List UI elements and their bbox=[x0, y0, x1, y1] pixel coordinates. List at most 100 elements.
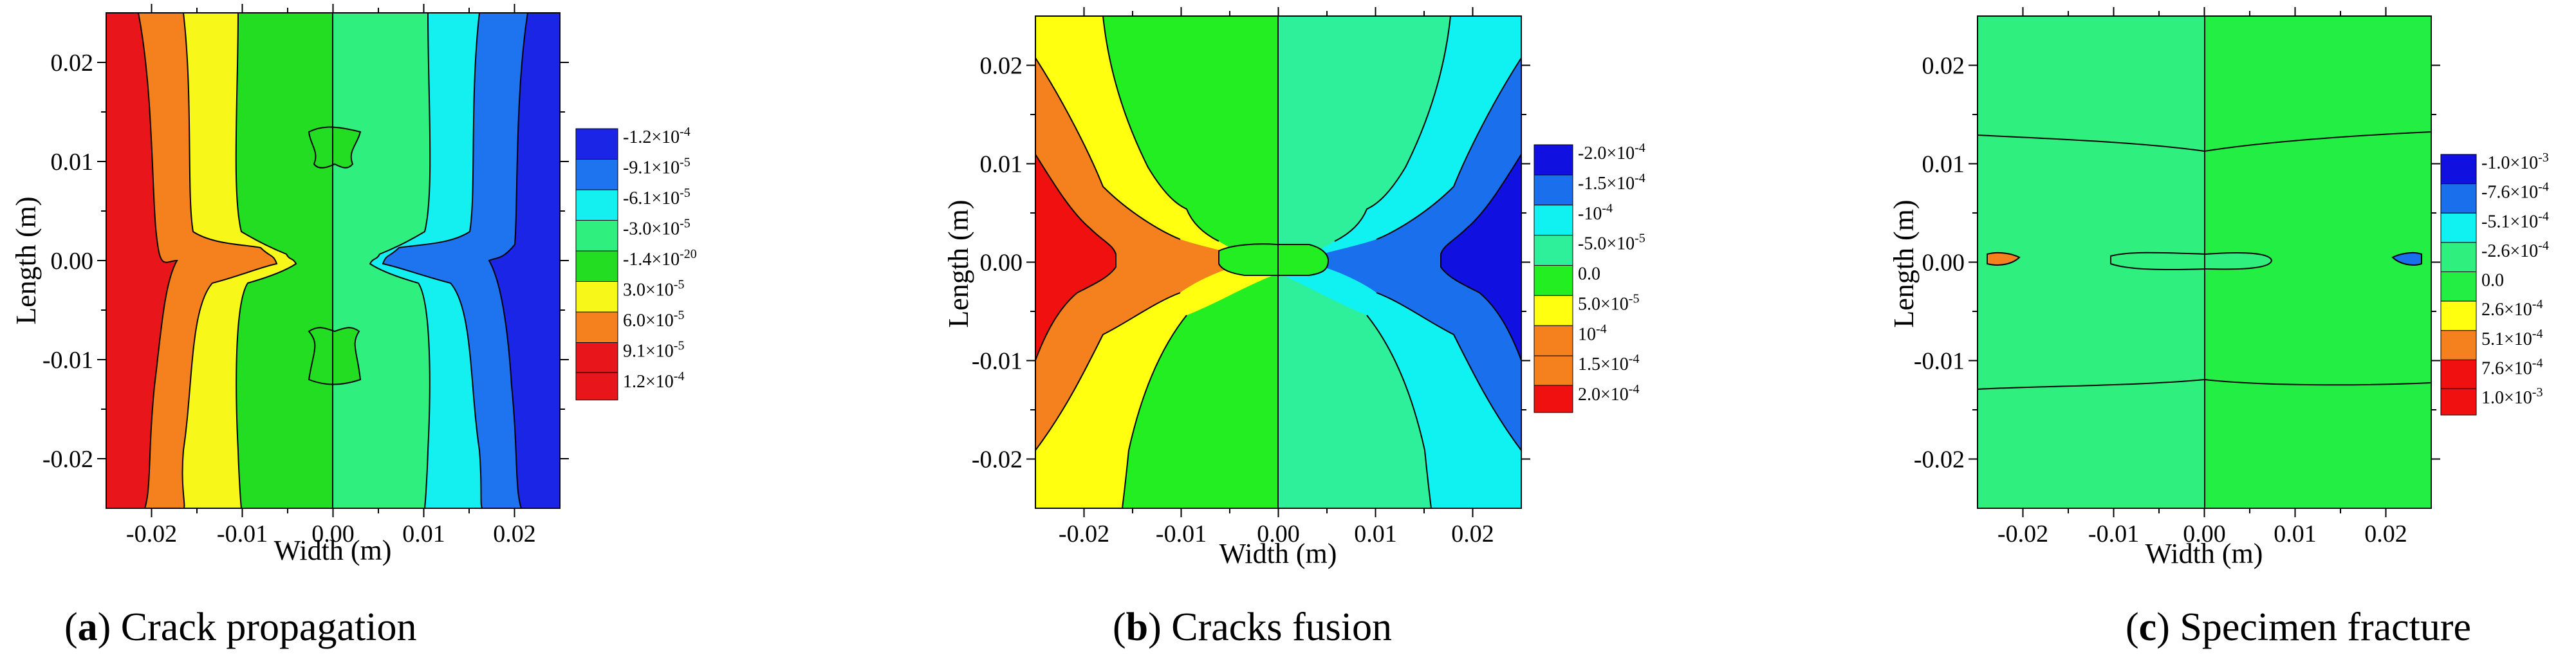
band-mid-blue-right bbox=[1312, 58, 1521, 450]
legend-swatch bbox=[575, 159, 618, 190]
x-tick-label: -0.01 bbox=[217, 520, 268, 547]
legend-label: -1.4×10-20 bbox=[623, 247, 697, 270]
legend-label: -7.6×10-4 bbox=[2481, 180, 2549, 203]
legend-swatch bbox=[2440, 183, 2477, 214]
contour-plot-c: -0.02 -0.01 0.00 0.01 0.02 0.02 0.01 0.00 -0.01 -… bbox=[1888, 7, 2549, 649]
crack-blob-lower bbox=[308, 327, 362, 385]
legend-label: 5.0×10-5 bbox=[1578, 291, 1639, 314]
x-tick-label: 0.00 bbox=[311, 520, 355, 547]
x-axis-label: Width (m) bbox=[2145, 538, 2263, 569]
axes-b: -0.02 -0.01 0.00 0.01 0.02 0.02 0.01 0.00 -0.01 -… bbox=[943, 7, 1530, 569]
y-tick-label: -0.02 bbox=[1914, 446, 1965, 474]
legend-swatch bbox=[2440, 359, 2477, 390]
y-tick-label: 0.01 bbox=[1922, 151, 1965, 178]
contour-fill-b bbox=[1035, 16, 1521, 508]
band-red-left bbox=[1035, 154, 1116, 360]
legend-swatch bbox=[575, 189, 618, 221]
panel-caption: (b) Cracks fusion bbox=[1113, 605, 1392, 649]
x-tick-label: -0.02 bbox=[126, 520, 177, 547]
y-tick-label: 0.00 bbox=[1922, 250, 1965, 277]
legend-swatch bbox=[2440, 271, 2477, 302]
legend-label: 6.0×10-5 bbox=[623, 308, 684, 331]
legend-label: 0.0 bbox=[1578, 264, 1600, 284]
band-teal-middle-left bbox=[1978, 135, 2205, 389]
legend-label: 1.5×10-4 bbox=[1578, 352, 1639, 374]
y-tick-label: 0.00 bbox=[51, 248, 94, 275]
y-axis-label: Length (m) bbox=[10, 196, 42, 324]
legend-swatch bbox=[1534, 265, 1573, 296]
band-orange-left bbox=[1035, 58, 1245, 450]
panel-b: -0.02 -0.01 0.00 0.01 0.02 0.02 0.01 0.00 -0.01 -… bbox=[858, 0, 1717, 659]
y-tick-label: 0.02 bbox=[1922, 53, 1965, 80]
legend-c: -1.0×10-3 -7.6×10-4 -5.1×10-4 -2.6×10-4 0.0 2… bbox=[2440, 151, 2549, 416]
legend-swatch bbox=[2440, 212, 2477, 243]
axes-a: -0.02 -0.01 0.00 0.01 0.02 0.02 0.01 0.00 -0.01 -… bbox=[10, 4, 569, 566]
legend-swatch bbox=[2440, 154, 2477, 185]
legend-label: -10-4 bbox=[1578, 201, 1613, 224]
legend-swatch bbox=[575, 220, 618, 252]
legend-swatch bbox=[575, 128, 618, 160]
panel-caption: (c) Specimen fracture bbox=[2126, 605, 2471, 649]
legend-swatch bbox=[2440, 242, 2477, 272]
y-tick-label: 0.02 bbox=[51, 50, 94, 77]
legend-label: -1.2×10-4 bbox=[623, 125, 690, 147]
legend-label: 0.0 bbox=[2481, 271, 2504, 291]
y-tick-label: 0.01 bbox=[980, 151, 1023, 178]
crack-blob-upper bbox=[308, 126, 362, 169]
legend-swatch bbox=[1534, 205, 1573, 236]
legend-label: 1.0×10-3 bbox=[2481, 385, 2543, 408]
y-tick-label: -0.01 bbox=[1914, 348, 1965, 375]
legend-swatch bbox=[575, 281, 618, 313]
legend-label: 9.1×10-5 bbox=[623, 339, 684, 362]
legend-b: -2.0×10-4 -1.5×10-4 -10-4 -5.0×10-5 0.0 5.0×1… bbox=[1534, 141, 1645, 413]
band-green-left bbox=[236, 13, 333, 508]
x-tick-label: -0.02 bbox=[1059, 520, 1109, 547]
x-tick-label: -0.02 bbox=[1997, 520, 2048, 547]
legend-label: -3.0×10-5 bbox=[623, 217, 690, 239]
legend-label: -1.5×10-4 bbox=[1578, 171, 1645, 194]
legend-label: -2.0×10-4 bbox=[1578, 141, 1645, 163]
x-axis-label: Width (m) bbox=[274, 535, 392, 566]
x-tick-label: -0.01 bbox=[2088, 520, 2139, 547]
x-tick-label: 0.01 bbox=[1354, 520, 1397, 547]
y-tick-label: 0.01 bbox=[51, 149, 94, 176]
x-tick-label: 0.00 bbox=[1257, 520, 1300, 547]
axes-c: -0.02 -0.01 0.00 0.01 0.02 0.02 0.01 0.00 -0.01 -… bbox=[1888, 7, 2440, 569]
legend-swatch bbox=[575, 342, 618, 374]
legend-label: -9.1×10-5 bbox=[623, 156, 690, 178]
central-fracture bbox=[2110, 252, 2273, 271]
legend-swatch bbox=[1534, 325, 1573, 356]
legend-swatch bbox=[2440, 300, 2477, 331]
contour-plot-a: -0.02 -0.01 0.00 0.01 0.02 0.02 0.01 0.00 -0.01 -… bbox=[10, 4, 697, 649]
legend-label: 7.6×10-4 bbox=[2481, 356, 2543, 378]
x-tick-label: 0.00 bbox=[2183, 520, 2226, 547]
legend-label: -5.1×10-4 bbox=[2481, 209, 2549, 232]
legend-swatch bbox=[1534, 144, 1573, 176]
panel-a: -0.02 -0.01 0.00 0.01 0.02 0.02 0.01 0.00 -0.01 -… bbox=[0, 0, 858, 659]
legend-a: -1.2×10-4 -9.1×10-5 -6.1×10-5 -3.0×10-5 -1.4… bbox=[575, 125, 697, 401]
legend-swatch bbox=[1534, 295, 1573, 326]
contour-lines-a bbox=[138, 13, 528, 508]
legend-swatch-last bbox=[2440, 388, 2477, 416]
x-tick-label: 0.02 bbox=[2364, 520, 2407, 547]
y-tick-label: -0.02 bbox=[42, 446, 93, 473]
legend-label: 1.2×10-4 bbox=[623, 369, 684, 392]
contour-plot-b: -0.02 -0.01 0.00 0.01 0.02 0.02 0.01 0.00 -0.01 -… bbox=[943, 7, 1645, 649]
y-axis-label: Length (m) bbox=[943, 199, 974, 327]
legend-swatch-last bbox=[575, 372, 618, 401]
contour-fill-a bbox=[106, 13, 560, 508]
legend-label: 10-4 bbox=[1578, 322, 1607, 344]
fracture-left-tip bbox=[1987, 252, 2021, 266]
legend-label: 2.6×10-4 bbox=[2481, 297, 2543, 320]
legend-swatch-last bbox=[1534, 385, 1573, 413]
y-tick-label: 0.02 bbox=[980, 53, 1023, 80]
y-axis-label: Length (m) bbox=[1888, 199, 1920, 327]
legend-label: -6.1×10-5 bbox=[623, 186, 690, 208]
band-blue-right bbox=[1441, 154, 1521, 360]
y-tick-label: -0.02 bbox=[972, 446, 1023, 474]
legend-label: -5.0×10-5 bbox=[1578, 232, 1645, 254]
contour-fill-c bbox=[1978, 16, 2431, 508]
fracture-right-tip bbox=[2391, 252, 2422, 266]
x-axis-label: Width (m) bbox=[1219, 538, 1337, 569]
legend-swatch bbox=[1534, 235, 1573, 266]
